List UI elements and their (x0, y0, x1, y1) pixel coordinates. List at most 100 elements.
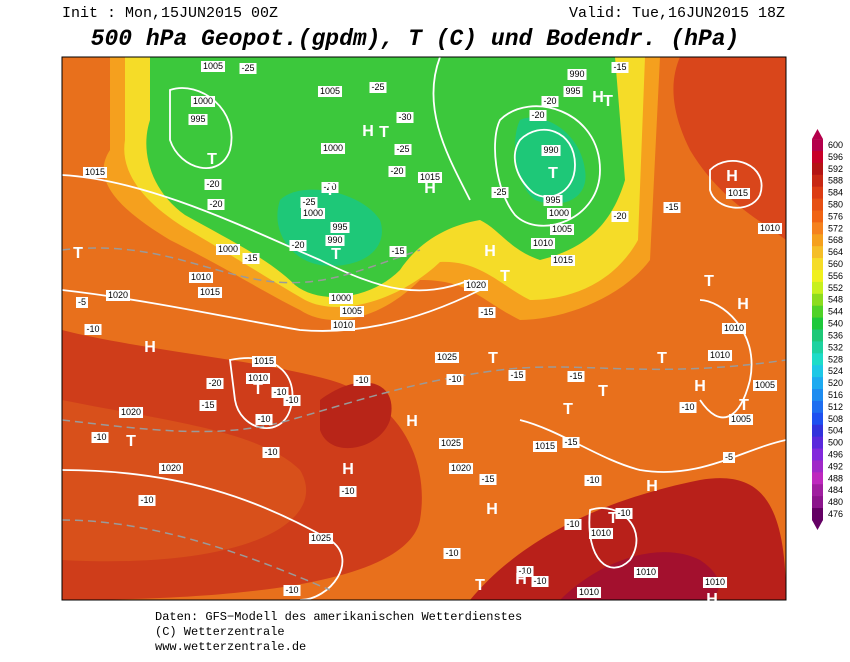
temperature-label: -15 (391, 246, 404, 256)
pressure-label-group: 1010 (188, 272, 214, 283)
temperature-label-group: -10 (271, 387, 289, 398)
temperature-label-box (283, 585, 301, 596)
pressure-label-box (543, 195, 563, 206)
pressure-label-box (633, 567, 659, 578)
temperature-label: -10 (285, 395, 298, 405)
pressure-label-group: 1020 (463, 280, 489, 291)
temperature-label: -25 (493, 187, 506, 197)
pressure-label: 1020 (451, 463, 471, 473)
pressure-label-box (588, 528, 614, 539)
pressure-center: H (694, 378, 706, 395)
temperature-label-box (289, 240, 307, 251)
pressure-label: 1015 (200, 287, 220, 297)
pressure-label: 1020 (108, 290, 128, 300)
pressure-label-group: 995 (543, 195, 563, 206)
pressure-label: 1005 (552, 224, 572, 234)
legend-swatch (812, 246, 823, 259)
temperature-label-box (138, 495, 156, 506)
pressure-label-box (188, 272, 214, 283)
pressure-label: 990 (569, 69, 584, 79)
legend-swatch (812, 234, 823, 247)
temperature-label: -20 (291, 240, 304, 250)
legend-swatch (812, 150, 823, 164)
map-frame (61, 56, 787, 601)
pressure-label-group: 1010 (702, 577, 728, 588)
legend-level: 532 (828, 342, 843, 352)
pressure-label: 1025 (311, 533, 331, 543)
pressure-label-box (707, 350, 733, 361)
map-title: 500 hPa Geopot.(gpdm), T (C) und Bodendr… (91, 26, 740, 52)
temperature-label-group: -15 (562, 437, 580, 448)
pressure-label-box (330, 222, 350, 233)
temperature-label: -15 (481, 474, 494, 484)
temperature-label: -20 (206, 179, 219, 189)
pressure-label: 1005 (320, 86, 340, 96)
temperature-label-group: -15 (508, 370, 526, 381)
temperature-label: -25 (371, 82, 384, 92)
temperature-label: -10 (285, 585, 298, 595)
pressure-center: H (406, 413, 418, 430)
temperature-label-box (722, 452, 736, 463)
temperature-label: -10 (355, 375, 368, 385)
legend-level: 512 (828, 402, 843, 412)
legend-swatch (812, 210, 823, 223)
pressure-label-group: 1005 (752, 380, 778, 391)
pressure-label-box (328, 293, 354, 304)
legend-level: 484 (828, 485, 843, 495)
pressure-label: 995 (565, 86, 580, 96)
pressure-label: 1000 (549, 208, 569, 218)
pressure-label-group: 1005 (339, 306, 365, 317)
isobar (432, 57, 471, 201)
pressure-center: T (253, 381, 263, 398)
pressure-label-box (702, 577, 728, 588)
legend-swatch (812, 460, 823, 473)
pressure-label: 1015 (254, 356, 274, 366)
legend-swatch (812, 484, 823, 497)
map-field (62, 57, 786, 600)
pressure-label-group: 1010 (633, 567, 659, 578)
pressure-label: 1010 (636, 567, 656, 577)
pressure-label-group: 1015 (197, 287, 223, 298)
pressure-label-group: 1000 (320, 143, 346, 154)
legend-level: 584 (828, 188, 843, 198)
temperature-label-group: -25 (491, 187, 509, 198)
temperature-label-group: -10 (443, 548, 461, 559)
temperature-label-group: -15 (478, 307, 496, 318)
legend-swatch (812, 281, 823, 295)
legend-level: 548 (828, 295, 843, 305)
temperature-label-box (271, 387, 289, 398)
pressure-label-box (563, 86, 583, 97)
temperature-label-group: -15 (479, 474, 497, 485)
pressure-label-group: 1010 (757, 223, 783, 234)
legend-swatch (812, 174, 823, 188)
temperature-label-group: -10 (262, 447, 280, 458)
legend-level: 480 (828, 497, 843, 507)
temperature-label: -20 (390, 166, 403, 176)
legend-swatch (812, 341, 823, 354)
isobar (62, 174, 471, 292)
temperature-label: -20 (531, 110, 544, 120)
pressure-label-box (463, 280, 489, 291)
pressure-label-group: 990 (325, 235, 345, 246)
temperature-label: -10 (586, 475, 599, 485)
temperature-label-box (75, 297, 89, 308)
temperature-label-group: -10 (531, 576, 549, 587)
temperature-label-group: -10 (353, 375, 371, 386)
temperature-label-box (396, 112, 414, 123)
temperature-label-group: -10 (446, 374, 464, 385)
temperature-label-box (206, 378, 224, 389)
pressure-label-box (188, 114, 208, 125)
pressure-label: 1010 (591, 528, 611, 538)
legend-level: 576 (828, 211, 843, 221)
temperature-label: -15 (564, 437, 577, 447)
temperature-label-box (615, 508, 633, 519)
temperature-label-group: -10 (84, 324, 102, 335)
pressure-label-group: 1000 (546, 208, 572, 219)
pressure-center: H (362, 123, 374, 140)
pressure-center: T (598, 383, 608, 400)
pressure-label-group: 1015 (550, 255, 576, 266)
temperature-label: -10 (86, 324, 99, 334)
isobar (169, 87, 233, 169)
pressure-label-box (438, 438, 464, 449)
